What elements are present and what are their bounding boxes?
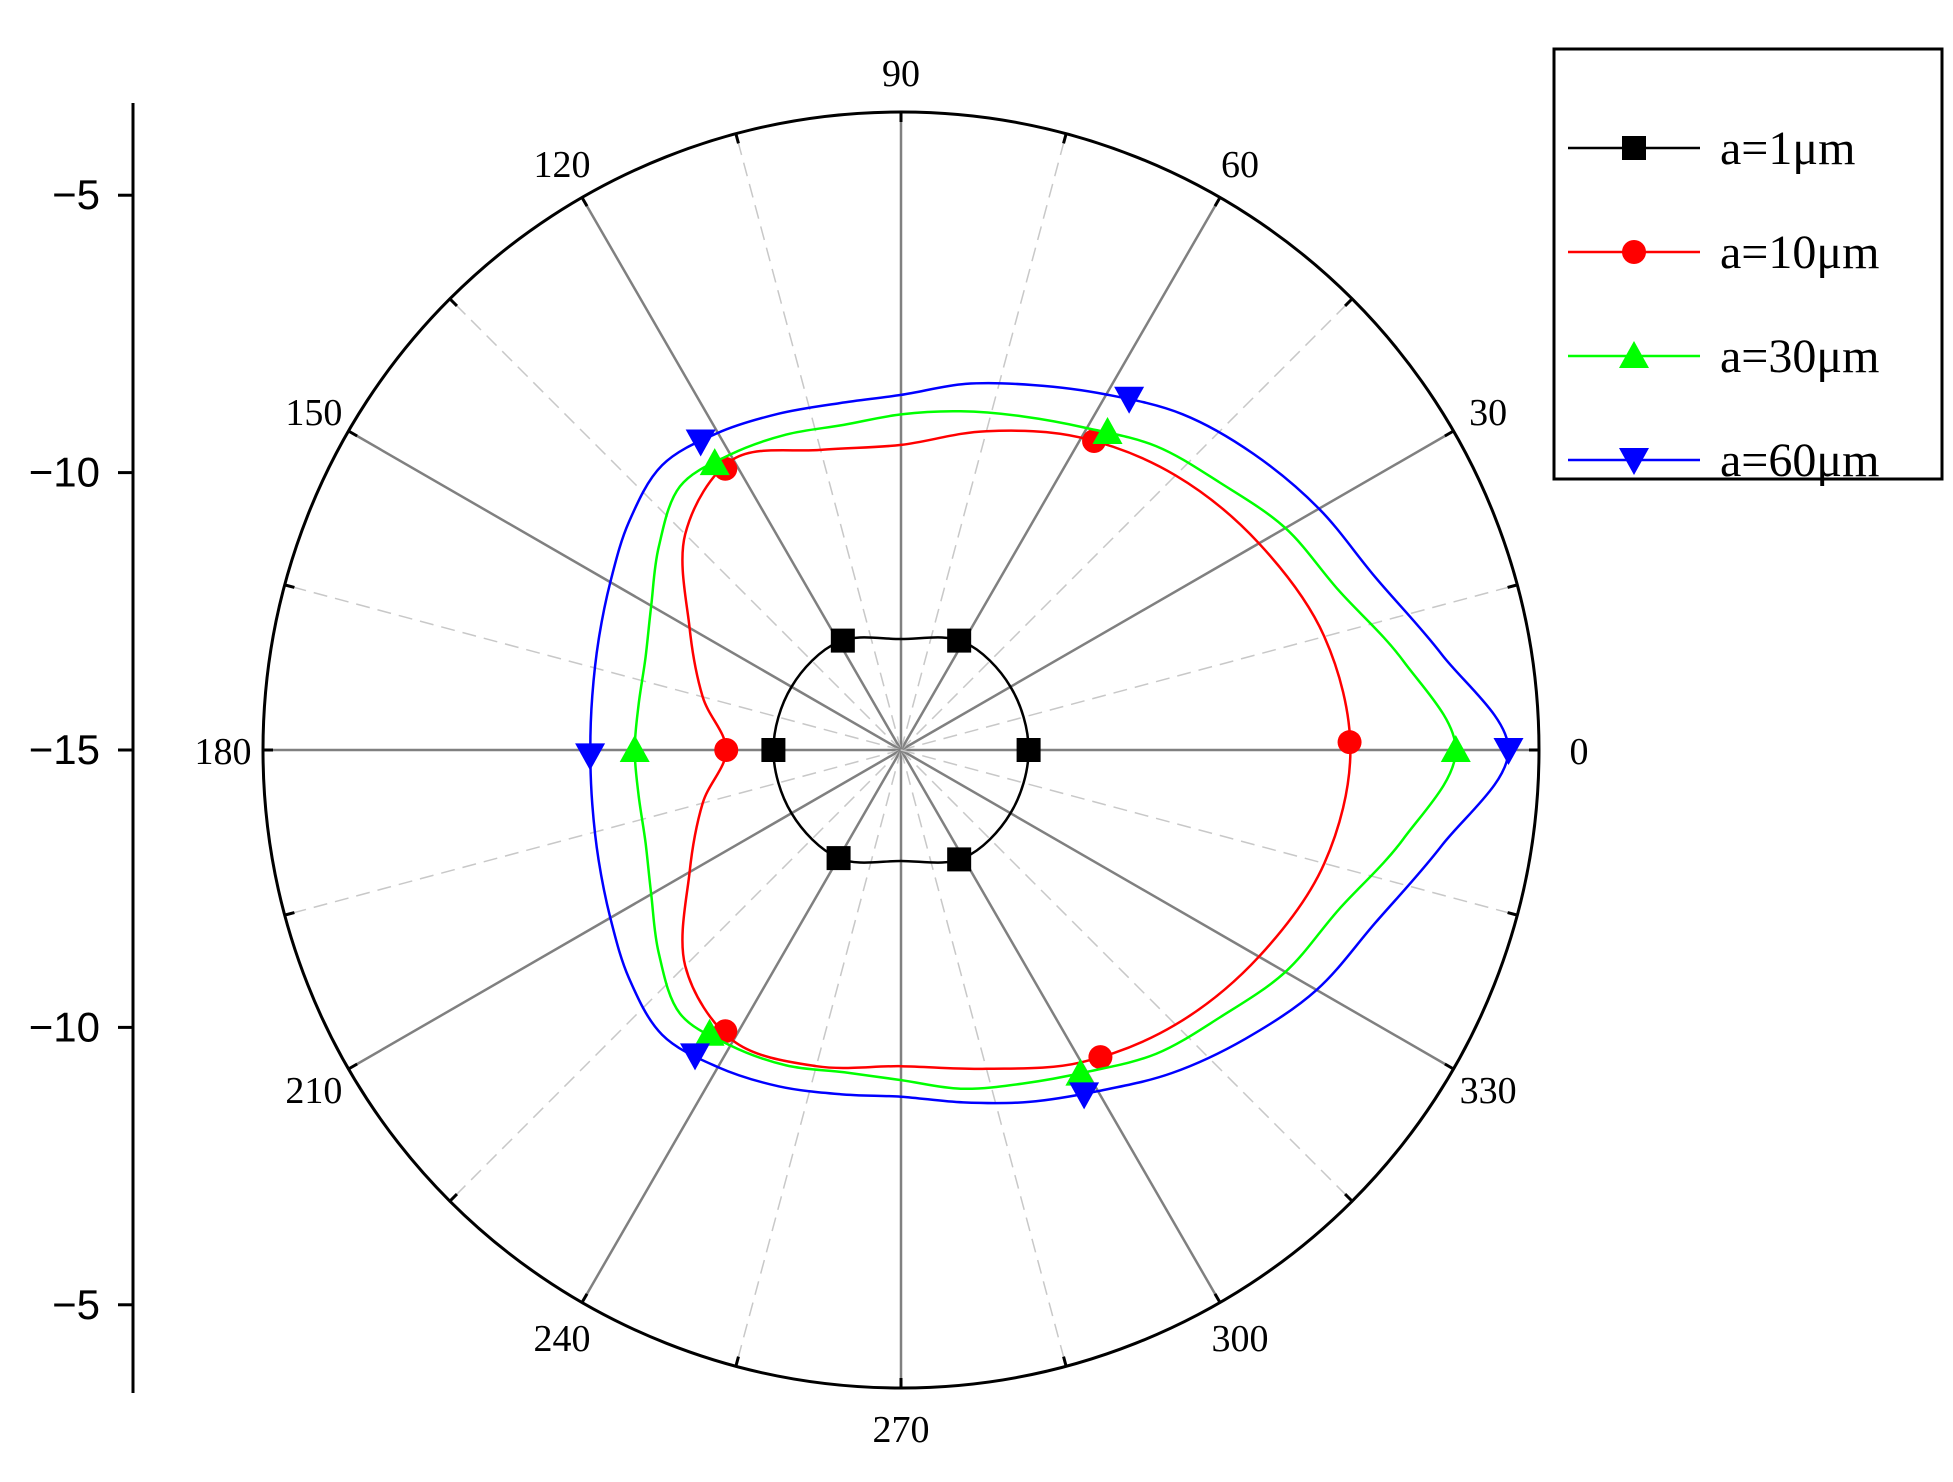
angle-tick bbox=[1344, 297, 1354, 307]
series-marker bbox=[1016, 738, 1041, 762]
series-marker bbox=[1337, 730, 1362, 755]
legend-label: a=30μm bbox=[1720, 330, 1879, 383]
angle-tick bbox=[1444, 429, 1455, 438]
minor-spoke bbox=[900, 298, 1353, 751]
legend-marker bbox=[1619, 341, 1649, 368]
radial-tick-label: −10 bbox=[29, 1003, 100, 1050]
series-marker bbox=[1065, 1058, 1096, 1086]
minor-spoke bbox=[449, 298, 902, 751]
series-marker bbox=[1440, 735, 1471, 762]
series-1 bbox=[761, 628, 1041, 872]
angle-label-60: 60 bbox=[1221, 144, 1259, 186]
angle-tick bbox=[1062, 1356, 1068, 1367]
minor-spoke bbox=[284, 584, 902, 751]
major-spoke bbox=[580, 749, 903, 1304]
major-spoke bbox=[580, 196, 903, 751]
minor-spoke bbox=[735, 749, 902, 1367]
series-marker bbox=[830, 628, 855, 653]
angle-tick bbox=[1344, 1193, 1354, 1203]
angle-tick bbox=[1213, 1293, 1222, 1304]
legend-marker bbox=[1619, 448, 1649, 475]
legend-marker bbox=[1622, 240, 1646, 264]
series-marker bbox=[694, 1018, 725, 1046]
radial-tick-label: −5 bbox=[52, 171, 100, 218]
major-spoke bbox=[347, 748, 902, 1071]
angle-tick bbox=[284, 911, 295, 917]
angle-label-330: 330 bbox=[1460, 1070, 1517, 1112]
legend-label: a=1μm bbox=[1720, 122, 1855, 175]
legend-label: a=10μm bbox=[1720, 226, 1879, 279]
legend-box bbox=[1552, 47, 1944, 481]
angle-tick bbox=[734, 133, 740, 144]
angle-tick bbox=[580, 1293, 589, 1304]
series-marker bbox=[1114, 386, 1145, 414]
minor-spoke bbox=[284, 749, 902, 916]
angle-label-150: 150 bbox=[285, 392, 342, 434]
angle-tick bbox=[1444, 1062, 1455, 1071]
series-layer bbox=[575, 381, 1524, 1110]
angle-label-120: 120 bbox=[534, 144, 591, 186]
minor-spoke bbox=[900, 584, 1518, 751]
minor-spoke bbox=[900, 749, 1518, 916]
angle-tick bbox=[1062, 133, 1068, 144]
radial-tick-label: −10 bbox=[29, 449, 100, 496]
radial-tick-label: −15 bbox=[29, 726, 100, 773]
major-spoke bbox=[347, 429, 902, 752]
series-marker bbox=[680, 1043, 711, 1071]
series-marker bbox=[761, 738, 786, 762]
angle-label-240: 240 bbox=[534, 1318, 591, 1360]
series-marker bbox=[1088, 1045, 1113, 1070]
series-marker bbox=[947, 628, 972, 653]
major-spoke bbox=[900, 748, 1455, 1071]
angle-label-90: 90 bbox=[882, 53, 920, 95]
angle-tick bbox=[1507, 911, 1518, 917]
series-2 bbox=[681, 429, 1362, 1071]
angle-tick bbox=[1213, 196, 1222, 207]
series-marker bbox=[947, 847, 972, 872]
angle-tick bbox=[347, 429, 358, 438]
angle-tick bbox=[347, 1062, 358, 1071]
angle-label-210: 210 bbox=[285, 1070, 342, 1112]
series-3 bbox=[619, 409, 1471, 1091]
series-marker bbox=[699, 448, 730, 476]
series-marker bbox=[685, 429, 716, 457]
minor-spoke bbox=[900, 749, 1067, 1367]
legend-marker bbox=[1622, 136, 1646, 160]
minor-spoke bbox=[900, 749, 1353, 1202]
series-marker bbox=[1493, 738, 1524, 765]
series-4 bbox=[575, 381, 1524, 1110]
major-spoke bbox=[900, 429, 1455, 752]
angle-label-30: 30 bbox=[1469, 392, 1507, 434]
legend: a=1μm a=10μm a=30μm a=60μm bbox=[1552, 47, 1944, 487]
angle-label-300: 300 bbox=[1212, 1318, 1269, 1360]
angle-label-270: 270 bbox=[873, 1409, 930, 1451]
angle-label-0: 0 bbox=[1570, 731, 1589, 773]
angle-tick bbox=[284, 583, 295, 589]
series-marker bbox=[575, 743, 606, 771]
angle-tick bbox=[448, 297, 458, 307]
angle-tick bbox=[734, 1356, 740, 1367]
legend-label: a=60μm bbox=[1720, 434, 1879, 487]
series-marker bbox=[619, 735, 650, 762]
series-marker bbox=[714, 738, 739, 762]
series-marker bbox=[1069, 1082, 1100, 1110]
minor-spoke bbox=[900, 133, 1067, 751]
minor-spoke bbox=[735, 133, 902, 751]
major-spoke bbox=[899, 196, 1222, 751]
polar-grid: 0 30 60 90 120 150 180 210 240 270 300 330 bbox=[195, 53, 1589, 1451]
series-marker bbox=[1092, 416, 1123, 444]
angle-label-180: 180 bbox=[195, 731, 252, 773]
angle-tick bbox=[580, 196, 589, 207]
series-marker bbox=[826, 846, 851, 871]
minor-spoke bbox=[449, 749, 902, 1202]
angle-tick bbox=[448, 1193, 458, 1203]
major-spoke bbox=[899, 749, 1222, 1304]
angle-tick bbox=[1507, 583, 1518, 589]
radial-axis: −5 −10 −15 −10 −5 bbox=[29, 103, 135, 1393]
radial-tick-label: −5 bbox=[52, 1281, 100, 1328]
